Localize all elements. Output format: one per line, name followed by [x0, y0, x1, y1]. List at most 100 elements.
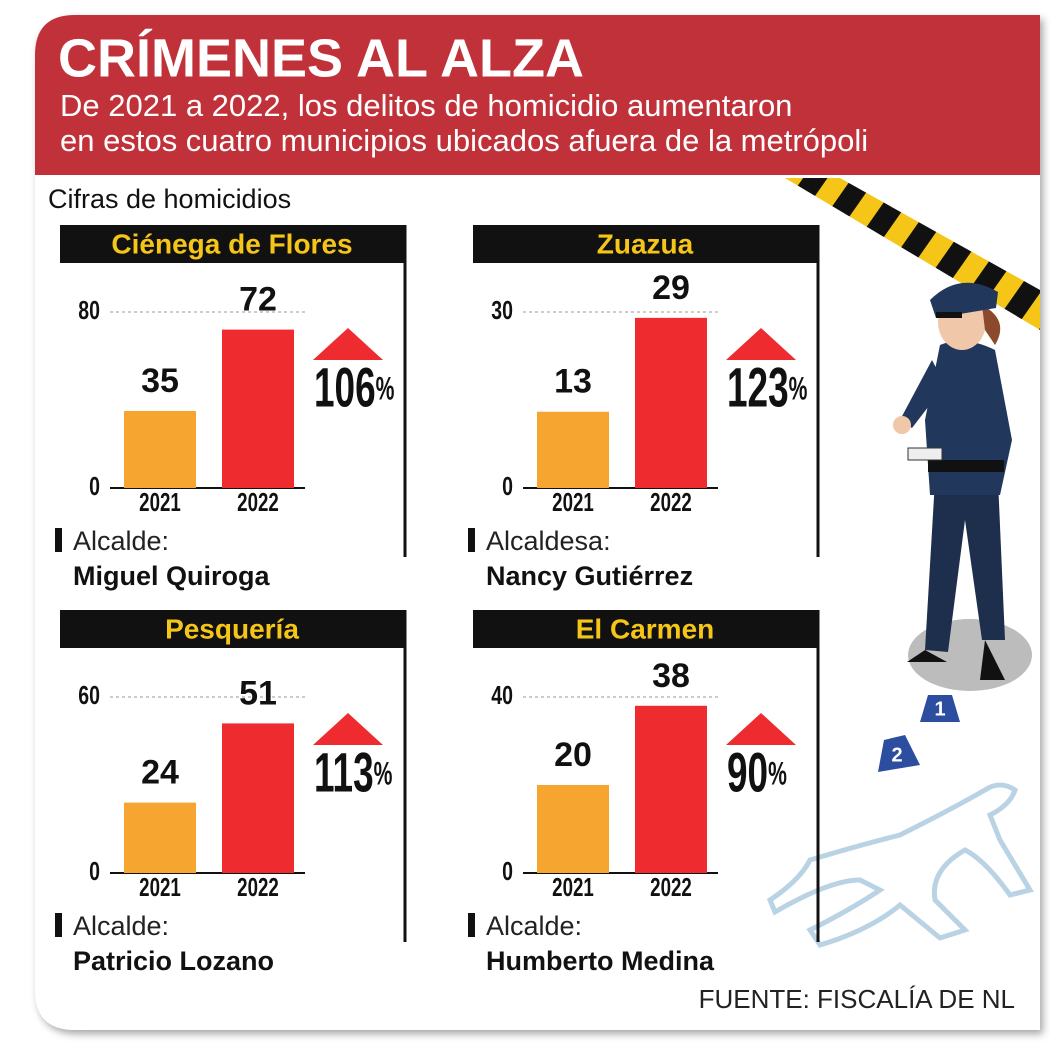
change-group: 106% [314, 356, 394, 419]
mayor-marker [55, 528, 62, 552]
marker [920, 695, 960, 722]
y-tick-group: 40 [491, 680, 513, 709]
source: FUENTE: FISCALÍA DE NL [699, 984, 1015, 1014]
mayor-marker [468, 913, 475, 937]
panel-title-bar [60, 225, 405, 263]
mayor-name: Miguel Quiroga [73, 561, 270, 591]
change-unit: % [376, 370, 395, 407]
shoes [907, 640, 1005, 680]
x-tick-label: 2022 [237, 487, 279, 517]
mayor-role: Alcalde: [486, 911, 582, 941]
mayor-name: Patricio Lozano [73, 946, 274, 976]
y-tick-label: 60 [78, 680, 100, 709]
panel-title: Pesquería [165, 613, 299, 644]
change-label: 113% [314, 741, 392, 804]
y-tick-label: 0 [89, 856, 100, 885]
x-tick-group: 2021 [552, 487, 594, 517]
panel-title-bar [473, 610, 818, 648]
y-tick-label: 30 [491, 295, 513, 324]
notebook [907, 447, 943, 461]
panel: El Carmen 0 40 20 2021 38 2022 90% Alcalde: Humbe… [468, 610, 820, 976]
change-label: 106% [314, 356, 394, 419]
bar [222, 329, 294, 488]
header-band [35, 15, 1040, 175]
y-tick-label: 0 [502, 471, 513, 500]
mayor-marker [55, 913, 62, 937]
panel: Ciénega de Flores 0 80 35 2021 72 2022 106% Alca… [55, 225, 407, 591]
change-value: 106 [314, 356, 376, 419]
cap [930, 282, 998, 318]
x-tick-label: 2021 [552, 872, 594, 902]
y-tick-label: 80 [78, 295, 100, 324]
y-tick-label: 0 [89, 471, 100, 500]
legs [925, 480, 1005, 652]
x-tick-group: 2022 [237, 487, 279, 517]
bar [635, 317, 707, 488]
x-tick-group: 2022 [650, 872, 692, 902]
y-tick-group: 30 [491, 295, 513, 324]
change-value: 90 [727, 741, 768, 804]
panel-title: Ciénega de Flores [111, 228, 352, 259]
x-tick-group: 2021 [552, 872, 594, 902]
panel-title: El Carmen [576, 613, 715, 644]
change-value: 113 [314, 741, 374, 804]
x-tick-group: 2022 [237, 872, 279, 902]
bar [635, 705, 707, 873]
y-tick-group: 80 [78, 295, 100, 324]
mayor-name: Nancy Gutiérrez [486, 561, 693, 591]
change-label: 123% [727, 356, 807, 419]
y-tick-group: 0 [502, 471, 513, 500]
x-tick-label: 2022 [650, 872, 692, 902]
change-unit: % [789, 370, 808, 407]
subtitle: De 2021 a 2022, los delitos de homicidio… [60, 88, 792, 123]
value-label: 24 [141, 754, 179, 792]
illustration: 1 2 [766, 178, 1040, 948]
hand [893, 416, 911, 434]
belt [928, 460, 1004, 472]
change-group: 90% [727, 741, 787, 804]
bar [537, 785, 609, 873]
up-arrow [313, 328, 383, 360]
bar [537, 411, 609, 488]
x-tick-group: 2022 [650, 487, 692, 517]
hair [982, 305, 1001, 345]
mayor-role: Alcalde: [73, 911, 169, 941]
mayor-role: Alcalde: [73, 526, 169, 556]
panel: Zuazua 0 30 13 2021 29 2022 123% Alcaldesa: Nancy… [468, 225, 820, 591]
body-outline [766, 782, 1034, 948]
panel: Pesquería 0 60 24 2021 51 2022 113% Alcalde: Patr… [55, 610, 407, 976]
up-arrow [726, 328, 796, 360]
panel-title: Zuazua [597, 228, 694, 259]
y-tick-group: 0 [89, 471, 100, 500]
x-tick-label: 2022 [650, 487, 692, 517]
value-label: 35 [141, 362, 179, 400]
x-tick-label: 2021 [139, 487, 181, 517]
mayor-role: Alcaldesa: [486, 526, 611, 556]
panel-title-bar [473, 225, 818, 263]
mayor-name: Humberto Medina [486, 946, 715, 976]
section-label: Cifras de homicidios [48, 184, 291, 214]
value-label: 20 [554, 736, 592, 774]
value-label: 38 [652, 657, 690, 695]
value-label: 51 [239, 674, 277, 712]
x-tick-label: 2021 [552, 487, 594, 517]
change-value: 123 [727, 356, 789, 419]
y-tick-label: 0 [502, 856, 513, 885]
cap-visor [936, 312, 962, 318]
marker-label: 2 [891, 744, 902, 766]
bar [124, 802, 196, 873]
x-tick-group: 2021 [139, 872, 181, 902]
value-label: 72 [239, 281, 277, 319]
change-group: 113% [314, 741, 392, 804]
bar [124, 411, 196, 488]
y-tick-group: 0 [502, 856, 513, 885]
marker-label: 1 [934, 698, 945, 720]
mayor-marker [468, 528, 475, 552]
subtitle: en estos cuatro municipios ubicados afue… [60, 123, 868, 158]
x-tick-label: 2021 [139, 872, 181, 902]
y-tick-group: 0 [89, 856, 100, 885]
change-label: 90% [727, 741, 787, 804]
value-label: 13 [554, 363, 592, 401]
bar [222, 723, 294, 873]
